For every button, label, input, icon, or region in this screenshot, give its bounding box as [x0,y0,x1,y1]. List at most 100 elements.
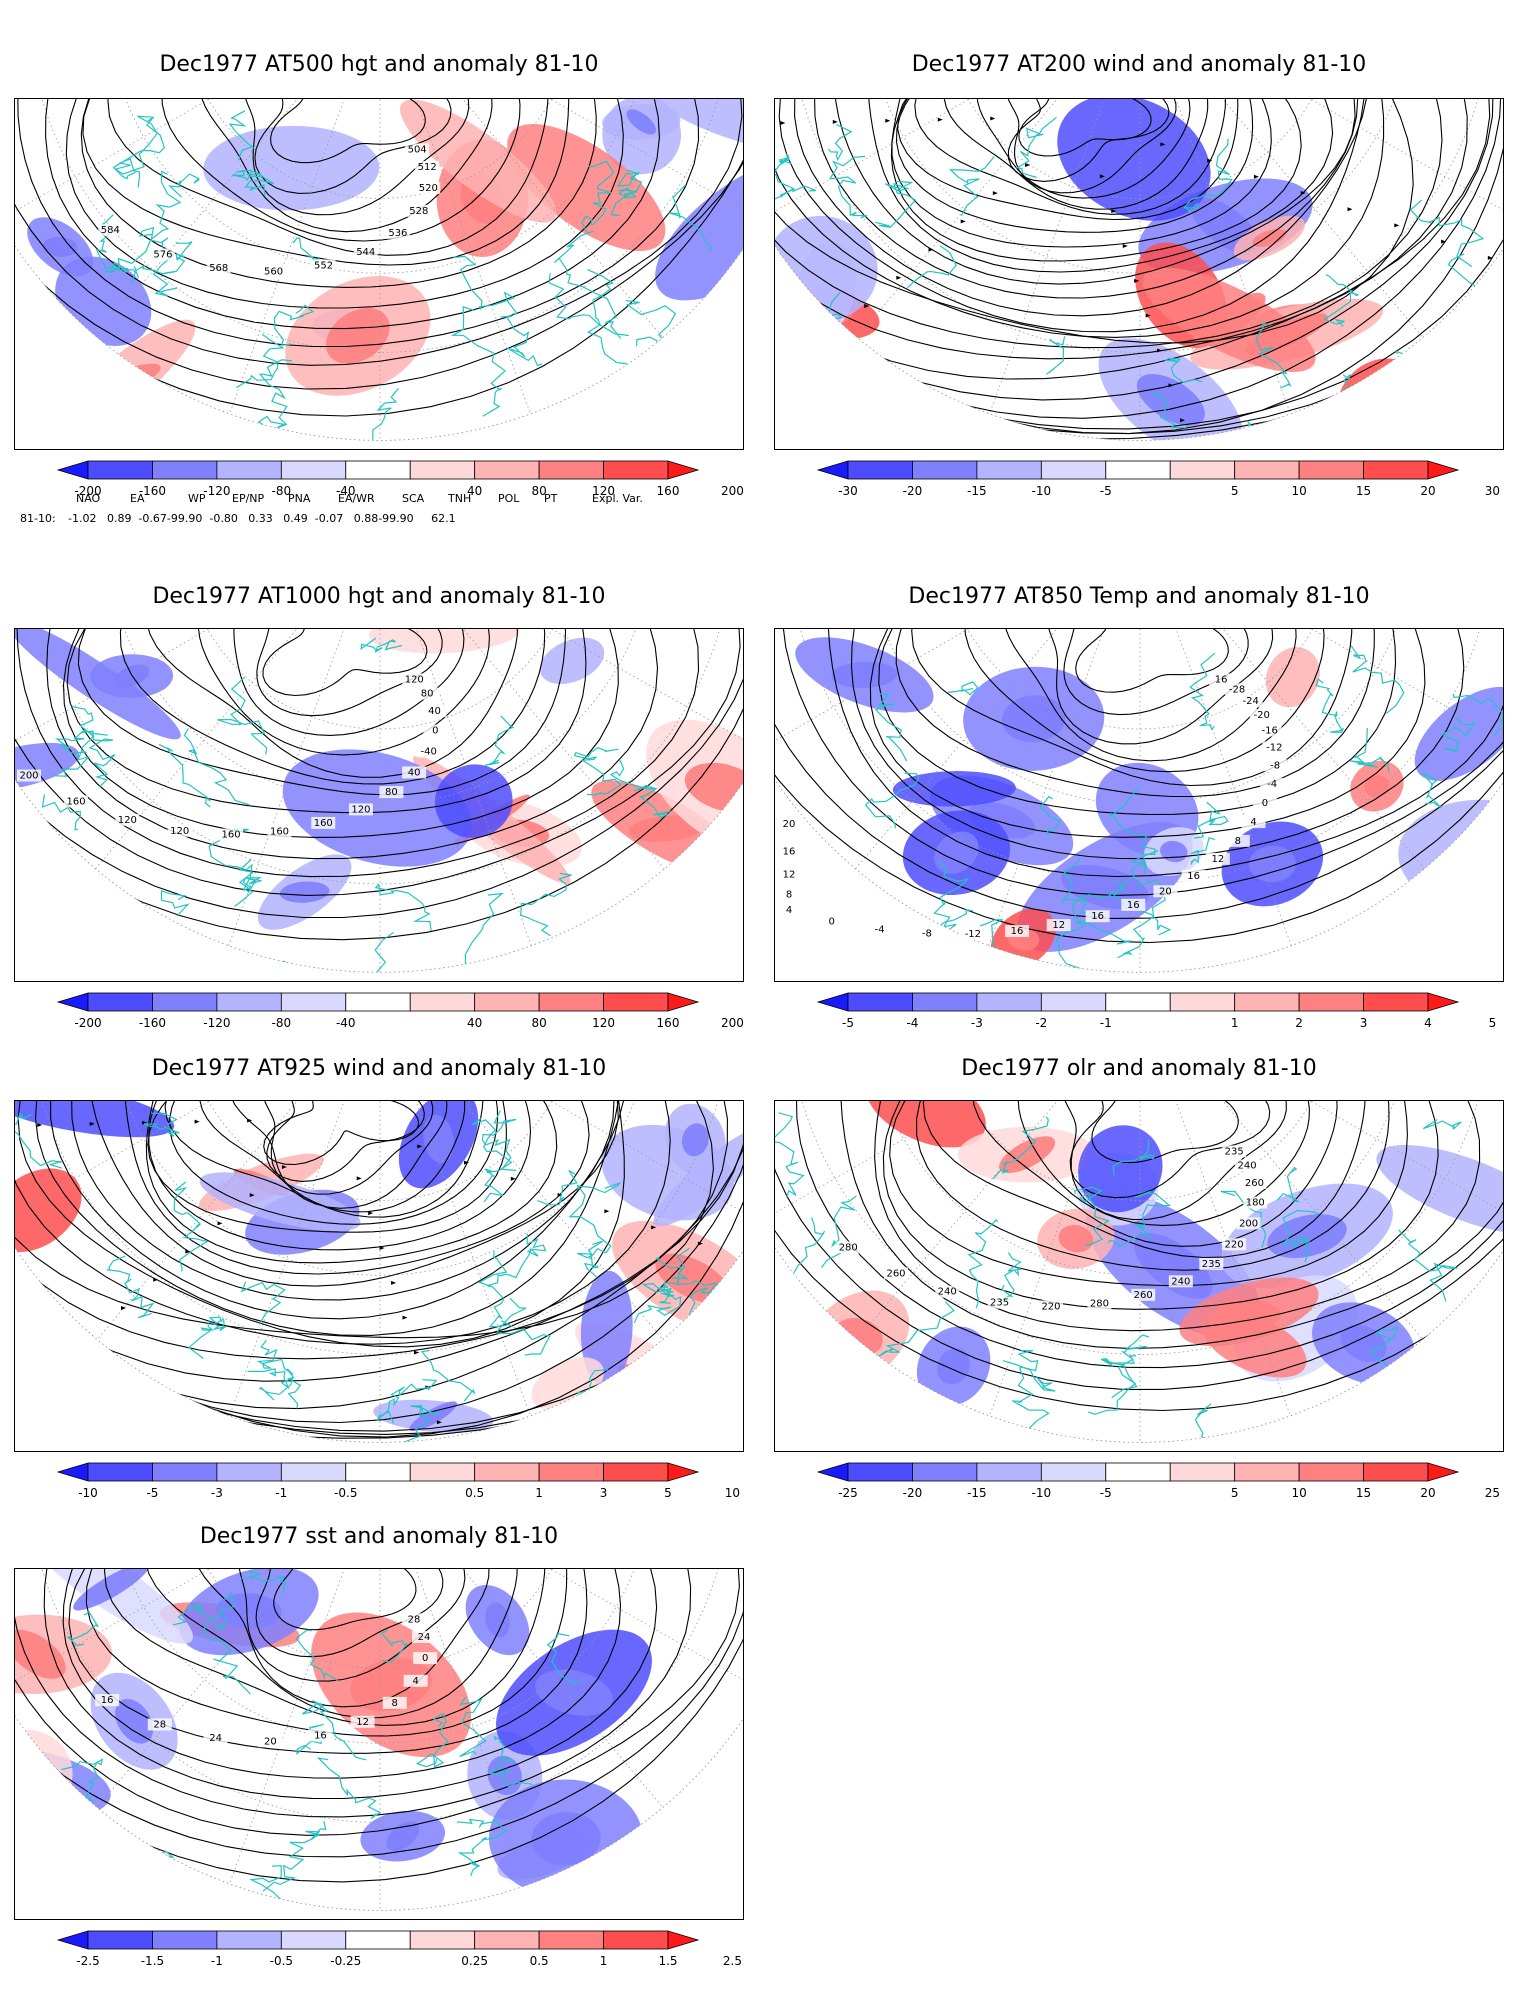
anomaly-shading [1376,1144,1503,1235]
coastline [173,1181,209,1272]
coastline [1153,392,1190,429]
contour-line [261,1101,434,1195]
contour-label: 520 [419,183,438,194]
anomaly-core [934,831,979,874]
contour-line [914,99,1227,215]
contour-label: 120 [170,826,189,837]
contour-label-bg [1181,869,1206,882]
anomaly-core [1364,775,1390,798]
coastline [1109,787,1156,875]
contour-label-bg [353,245,378,258]
anomaly-core [617,1364,706,1400]
teleconnection-header: PT [544,492,558,505]
contour-line [874,1101,1481,1332]
contour-label-bg [1249,709,1274,722]
colorbar-swatch [1363,992,1429,1012]
colorbar: -5 -4 -3 -2 -1 1 2 3 4 5 [798,992,1498,1036]
contour-line [45,99,660,330]
streamline-arrow [194,1119,200,1124]
colorbar-tick-label: -5 [1099,1486,1112,1500]
streamline-arrow [1111,209,1117,214]
contour-label-bg [1153,885,1178,898]
contour-line [71,1101,615,1301]
contour-label-bg [258,1735,283,1748]
contour-label: 235 [990,1298,1009,1309]
contour-label: 240 [1237,1161,1256,1172]
coastline [148,1850,174,1893]
colorbar-swatch [345,460,411,480]
contour-label: 568 [209,263,228,274]
anomaly-core [531,1811,601,1866]
colorbar-tick-label: 0.5 [529,1954,549,1968]
anomaly-shading [655,156,743,301]
contour-label: 24 [418,1632,431,1643]
coastline [453,255,517,315]
streamline-arrow [990,116,996,121]
colorbar-extend-high [667,460,700,480]
contour-label-bg [1222,1145,1247,1158]
contour-label-bg [777,903,801,916]
colorbar-tick-label: -2 [1035,1016,1048,1030]
contour-label-bg [1238,695,1263,708]
coastline [633,1257,683,1324]
colorbar-swatch [976,1462,1042,1482]
colorbar-swatch [847,992,913,1012]
colorbar-swatch [912,992,978,1012]
colorbar-swatch [345,992,411,1012]
colorbar-swatch [1040,1462,1107,1482]
contour-line [124,1101,590,1275]
colorbar-tick-label: -15 [967,1486,987,1500]
map-plot: 28 24 0 4 8 12 16 20 24 28 16 [14,1568,744,1920]
coastline [27,427,47,441]
contour-label: 512 [418,162,437,173]
anomaly-core [81,363,161,402]
contour-label-bg [1241,816,1266,829]
contour-label-bg [405,143,430,156]
coastline [1015,116,1057,179]
colorbar-swatch [216,460,282,480]
streamline-arrow [1207,158,1213,163]
contour-label-bg [167,824,192,837]
colorbar-swatch [474,1930,540,1950]
contour-line [775,99,1502,419]
colorbar-swatch [1298,460,1364,480]
colorbar-tick-label: 80 [531,1016,547,1030]
streamline-arrow [1347,207,1353,212]
contour-label: 120 [405,674,424,685]
anomaly-core [42,236,78,257]
coastline [633,944,675,973]
colorbar-extend-low [56,1930,89,1950]
contour-line [840,1101,1503,1349]
contour-label: 16 [1187,871,1200,882]
coastline [1074,1186,1111,1246]
contour-label: 120 [118,815,137,826]
contour-label: 0 [828,917,834,928]
coastline [471,1117,513,1203]
contour-label-bg [98,224,123,237]
colorbar-extend-high [1427,1462,1460,1482]
contour-label: 16 [1127,900,1140,911]
coastline [143,1112,180,1137]
anomaly-shading [15,742,80,791]
contour-label-bg [1087,1297,1112,1310]
coastline [262,1821,327,1892]
colorbar-swatch [1169,460,1236,480]
colorbar-tick-label: -80 [271,484,292,498]
colorbar-tick-label: -4 [906,1016,919,1030]
contour-label: -8 [922,928,932,939]
colorbar-swatch [976,992,1042,1012]
colorbar-swatch [1040,460,1107,480]
coastline [231,169,275,196]
coastline [529,1413,573,1443]
coastline [404,1405,441,1443]
contour-label-bg [836,1241,861,1254]
contour-label: -8 [1270,760,1280,771]
colorbar-swatch [474,460,540,480]
coastline [1100,1355,1138,1399]
colorbar-swatch [603,1930,669,1950]
contour-line [895,99,1254,233]
anomaly-core [1248,845,1296,883]
contour-line [15,1101,728,1360]
contour-label-bg [914,927,939,940]
